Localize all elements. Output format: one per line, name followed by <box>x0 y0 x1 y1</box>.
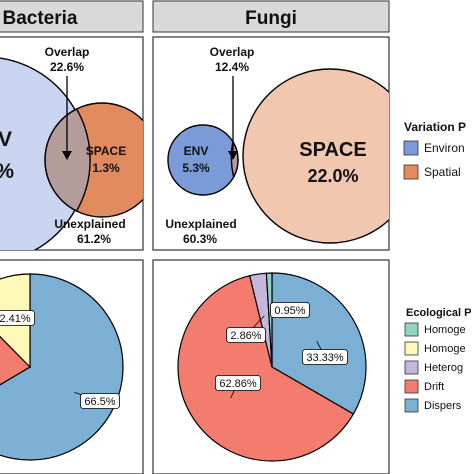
legend-ecological-label-4: Dispers <box>424 400 462 412</box>
venn-env-value: % <box>0 160 14 183</box>
legend-variation-label-1: Spatial <box>424 165 461 179</box>
pie-label-box <box>80 393 120 409</box>
venn-unexplained-label: Unexplained <box>165 217 236 231</box>
venn-overlap-value: 12.4% <box>215 60 249 74</box>
venn-overlap-value: 22.6% <box>50 60 84 74</box>
pie-label: 0.95% <box>274 305 305 317</box>
venn-unexplained-value: 60.3% <box>183 232 217 246</box>
strip-title-fungi: Fungi <box>245 8 297 29</box>
legend-variation-label-0: Environ <box>424 141 465 155</box>
pie-label-box <box>270 302 310 318</box>
legend-ecological-label-1: Homoge <box>424 343 466 355</box>
venn-unexplained-label: Unexplained <box>54 217 125 231</box>
legend-ecological-swatch-3 <box>404 379 419 394</box>
venn-env-name: ENV <box>0 128 12 151</box>
venn-fungi: ENV 5.3% SPACE 22.0% Overlap 12.4% Unexp… <box>165 45 389 246</box>
venn-overlap-label: Overlap <box>210 45 255 59</box>
pie-label-box <box>226 327 266 343</box>
venn-overlap-region <box>44 108 91 212</box>
pie-label: 33.33% <box>306 352 344 364</box>
venn-overlap-arrowhead <box>228 151 238 160</box>
venn-bacteria: ENV % SPACE 1.3% Overlap 22.6% Unexplain… <box>0 45 143 250</box>
venn-space-name: SPACE <box>86 144 126 158</box>
venn-space-value: 1.3% <box>92 161 120 175</box>
legend-variation-swatch-1 <box>403 164 419 180</box>
venn-overlap-label: Overlap <box>45 45 90 59</box>
legend-ecological-title: Ecological P <box>406 307 471 319</box>
pie-slice-homogeneous-green <box>265 272 273 368</box>
strip-bacteria <box>0 0 144 33</box>
pie-label: 12.41% <box>0 313 31 325</box>
venn-env-circle <box>167 124 239 196</box>
pie-label: 2.86% <box>230 330 261 342</box>
legend-variation-swatch-0 <box>403 140 419 156</box>
pie-label-box <box>0 310 35 326</box>
legend-ecological-label-0: Homoge <box>424 324 466 336</box>
venn-overlap-arrowhead <box>62 151 72 160</box>
legend-ecological-swatch-2 <box>404 360 419 375</box>
venn-env-value: 5.3% <box>182 161 210 175</box>
pie-fungi: 33.33% 62.86% 2.86% 0.95% <box>177 272 367 462</box>
legend-ecological-swatch-1 <box>404 341 419 356</box>
strip-title-bacteria: Bacteria <box>3 8 78 29</box>
pie-label-box <box>301 349 348 365</box>
venn-unexplained-value: 61.2% <box>77 232 111 246</box>
venn-env-name: ENV <box>184 144 209 158</box>
pie-bacteria: 66.5% 12.41% <box>0 273 124 461</box>
legend-variation-title: Variation P <box>404 120 466 134</box>
legend-ecological-swatch-0 <box>404 322 419 337</box>
legend-ecological: Ecological P Homoge Homoge Heterog Drift… <box>404 307 471 413</box>
pie-slice-drift <box>177 274 355 462</box>
venn-space-name: SPACE <box>299 139 366 161</box>
venn-space-circle <box>242 68 389 244</box>
venn-space-value: 22.0% <box>307 166 358 186</box>
legend-ecological-swatch-4 <box>404 398 419 413</box>
legend-variation: Variation P Environ Spatial <box>403 120 466 180</box>
pie-label: 62.86% <box>219 378 257 390</box>
strip-fungi <box>152 0 390 33</box>
legend-ecological-label-2: Heterog <box>424 362 463 374</box>
pie-label-box <box>214 375 261 391</box>
pie-slice-drift <box>0 335 31 386</box>
pie-label: 66.5% <box>84 396 115 408</box>
legend-ecological-label-3: Drift <box>424 381 444 393</box>
